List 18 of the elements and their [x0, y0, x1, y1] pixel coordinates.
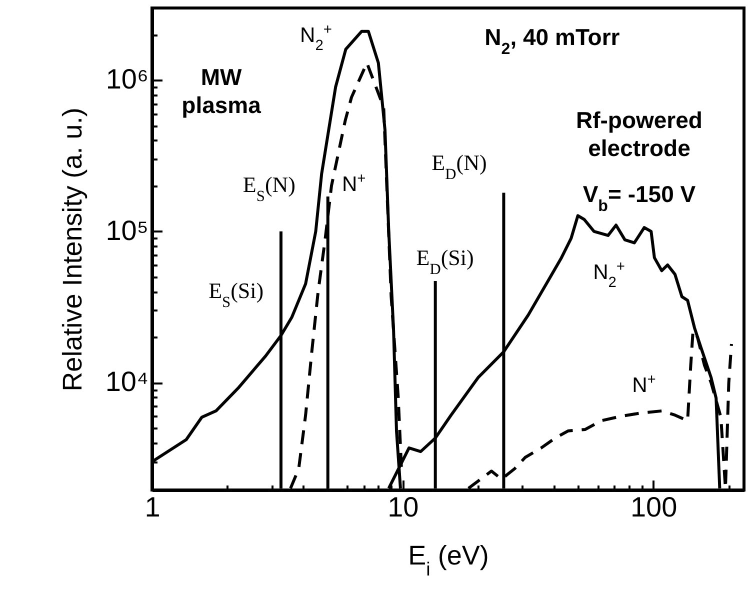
annotation: E$_{D}$(Si): [416, 245, 474, 278]
annotation: V$_{b}$= -150 V: [582, 181, 696, 216]
x-tick-label: 10: [388, 492, 419, 522]
annotation: N$^{+}$: [632, 372, 656, 397]
x-axis-title: E$_{i}$ (eV): [408, 540, 489, 580]
y-axis-title: Relative Intensity (a. u.): [57, 108, 88, 392]
annotation: N$_{2}$, 40 mTorr: [484, 24, 620, 58]
annotation: MW plasma: [182, 64, 262, 118]
annotation: Rf-powered electrode: [576, 106, 702, 161]
y-tick-label: 10⁴: [105, 366, 148, 398]
x-tick-label: 1: [144, 492, 160, 522]
annotation: E$_{S}$(N): [242, 172, 296, 204]
annotation: E$_{D}$(N): [432, 150, 487, 183]
annotation: E$_{S}$(Si): [208, 278, 264, 310]
y-tick-label: 10⁵: [106, 214, 148, 246]
y-tick-label: 10⁶: [106, 64, 148, 95]
x-tick-label: 100: [630, 492, 678, 522]
annotation: N$^{+}$: [342, 170, 366, 196]
